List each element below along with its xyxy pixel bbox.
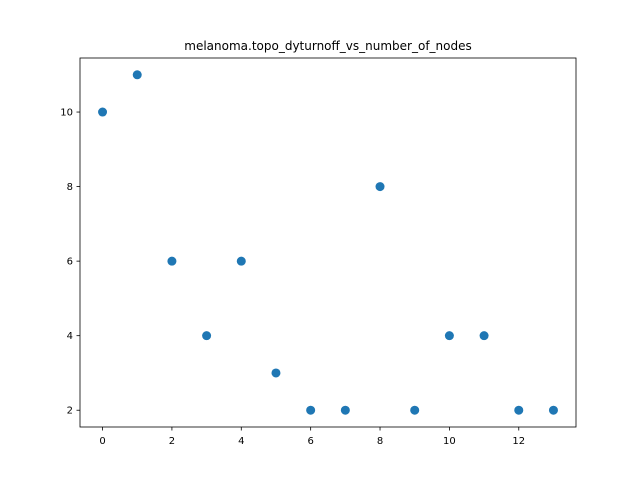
plot-frame bbox=[79, 57, 577, 428]
x-tick-label: 8 bbox=[377, 436, 383, 447]
y-tick-label: 4 bbox=[67, 331, 73, 342]
y-tick-label: 6 bbox=[67, 257, 73, 268]
data-points bbox=[98, 70, 558, 415]
chart-title: melanoma.topo_dyturnoff_vs_number_of_nod… bbox=[184, 39, 472, 53]
data-point bbox=[479, 331, 489, 341]
data-point bbox=[271, 368, 281, 378]
y-tick-label: 10 bbox=[60, 108, 73, 119]
data-point bbox=[548, 405, 558, 415]
x-tick-label: 2 bbox=[169, 436, 175, 447]
x-tick-label: 10 bbox=[443, 436, 456, 447]
y-tick-label: 2 bbox=[67, 406, 73, 417]
data-point bbox=[375, 182, 385, 192]
y-tick-label: 8 bbox=[67, 182, 73, 193]
x-tick-label: 4 bbox=[238, 436, 244, 447]
data-point bbox=[98, 107, 108, 117]
x-tick-label: 0 bbox=[99, 436, 105, 447]
data-point bbox=[340, 405, 350, 415]
data-point bbox=[306, 405, 316, 415]
data-point bbox=[514, 405, 524, 415]
data-point bbox=[202, 331, 212, 341]
data-point bbox=[410, 405, 420, 415]
data-point bbox=[236, 256, 246, 266]
x-tick-label: 6 bbox=[307, 436, 313, 447]
x-tick-label: 12 bbox=[512, 436, 525, 447]
axes: 0 2 4 6 8 10 12 2 4 6 8 10 bbox=[60, 57, 577, 447]
data-point bbox=[444, 331, 454, 341]
data-point bbox=[132, 70, 142, 80]
data-point bbox=[167, 256, 177, 266]
